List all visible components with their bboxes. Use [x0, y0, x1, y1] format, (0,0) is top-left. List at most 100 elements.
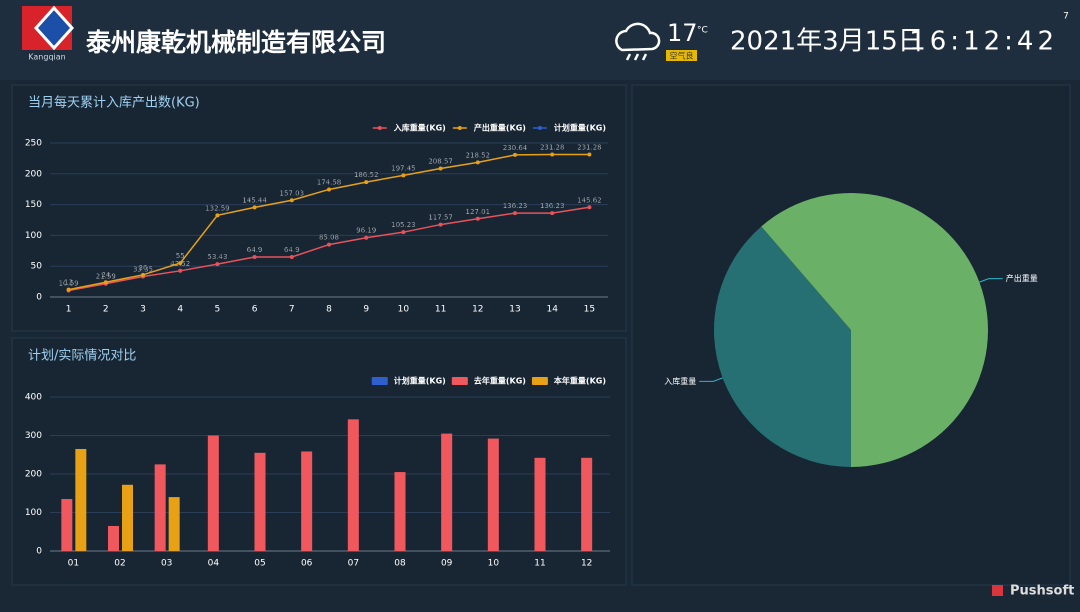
temperature-unit: °C — [697, 26, 708, 36]
point — [401, 230, 406, 235]
data-label: 231.28 — [577, 144, 602, 152]
x-tick-label: 7 — [289, 305, 295, 315]
data-label: 10.59 — [59, 279, 79, 287]
x-tick-label: 1 — [66, 305, 72, 315]
data-label: 53.43 — [207, 253, 227, 261]
x-tick-label: 06 — [301, 559, 313, 569]
y-tick-label: 0 — [36, 293, 42, 303]
x-tick-label: 15 — [584, 305, 595, 315]
data-label: 12 — [64, 279, 73, 287]
pie-label: 入库重量 — [664, 376, 696, 386]
y-tick-label: 200 — [25, 470, 42, 480]
x-tick-label: 3 — [140, 305, 146, 315]
data-label: 21.59 — [96, 273, 116, 281]
data-label: 231.28 — [540, 144, 565, 152]
point — [475, 216, 480, 221]
data-label: 127.01 — [466, 208, 491, 216]
legend-label: 计划重量(KG) — [554, 123, 606, 133]
data-label: 36 — [139, 264, 148, 272]
point — [327, 187, 331, 192]
data-label: 230.64 — [503, 144, 528, 152]
data-label: 136.23 — [503, 202, 528, 210]
data-label: 117.57 — [428, 214, 453, 222]
cloud — [615, 22, 661, 52]
x-tick-label: 12 — [581, 559, 592, 569]
data-label: 132.59 — [205, 204, 230, 212]
x-tick-label: 11 — [435, 305, 446, 315]
legend-marker — [377, 126, 382, 130]
data-label: 64.9 — [247, 246, 263, 254]
legend-label: 本年重量(KG) — [553, 376, 606, 386]
point — [252, 205, 257, 210]
point — [513, 152, 517, 157]
pie-label: 产出重量 — [1006, 273, 1038, 283]
bar — [394, 472, 406, 551]
y-tick-label: 150 — [25, 200, 42, 210]
x-tick-label: 4 — [177, 305, 183, 315]
point — [178, 261, 183, 266]
x-tick-label: 2 — [103, 305, 109, 315]
point — [178, 268, 183, 273]
point — [475, 160, 480, 165]
data-label: 218.52 — [466, 151, 491, 159]
x-tick-label: 9 — [363, 305, 369, 315]
point — [587, 152, 592, 157]
point — [364, 180, 369, 185]
leader-line — [699, 377, 723, 382]
x-tick-label: 8 — [326, 305, 332, 315]
x-tick-label: 10 — [398, 305, 410, 315]
x-tick-label: 5 — [215, 305, 221, 315]
legend-marker — [457, 126, 462, 130]
x-tick-label: 10 — [488, 559, 500, 569]
air-quality: 空气良 — [670, 51, 694, 61]
point — [587, 205, 592, 210]
bar — [154, 464, 166, 551]
y-tick-label: 300 — [25, 431, 42, 441]
x-tick-label: 13 — [509, 305, 520, 315]
legend-label: 入库重量(KG) — [393, 123, 446, 133]
time: 16:12:42 — [909, 27, 1058, 57]
logo — [22, 5, 75, 51]
point — [215, 213, 220, 218]
pie-slice — [761, 193, 988, 468]
watermark-icon — [992, 585, 1003, 596]
bar — [108, 525, 119, 551]
data-label: 145.62 — [577, 196, 602, 204]
data-label: 33.35 — [133, 265, 153, 273]
y-tick-label: 100 — [25, 231, 42, 241]
temperature: 17 — [667, 19, 698, 47]
data-label: 174.58 — [317, 178, 342, 186]
x-tick-label: 01 — [68, 559, 79, 569]
panel — [11, 84, 627, 332]
bar — [347, 419, 359, 551]
leader-line — [979, 278, 1003, 283]
data-label: 145.44 — [242, 196, 267, 204]
data-label: 24 — [101, 271, 110, 279]
x-tick-label: 11 — [534, 559, 545, 569]
data-label: 105.23 — [391, 221, 416, 229]
point — [289, 255, 294, 260]
bar — [301, 451, 313, 551]
point — [438, 222, 443, 227]
data-label: 85.08 — [319, 234, 339, 242]
pie-slice — [714, 226, 851, 467]
bar — [487, 438, 499, 551]
point — [289, 198, 294, 203]
logo-blue — [33, 5, 75, 51]
header-bar — [0, 0, 1080, 80]
point — [215, 262, 220, 267]
bar — [75, 448, 87, 551]
bar — [581, 457, 593, 551]
point — [364, 235, 369, 240]
point — [327, 242, 331, 247]
point — [252, 255, 257, 260]
date: 2021年3月15日 — [730, 27, 924, 57]
panel — [11, 337, 627, 586]
y-tick-label: 50 — [31, 262, 43, 272]
x-tick-label: 09 — [441, 559, 453, 569]
chart-title: 计划/实际情况对比 — [28, 349, 136, 364]
point — [141, 272, 145, 277]
x-tick-label: 14 — [546, 305, 558, 315]
data-label: 157.03 — [280, 189, 305, 197]
point — [550, 211, 555, 216]
